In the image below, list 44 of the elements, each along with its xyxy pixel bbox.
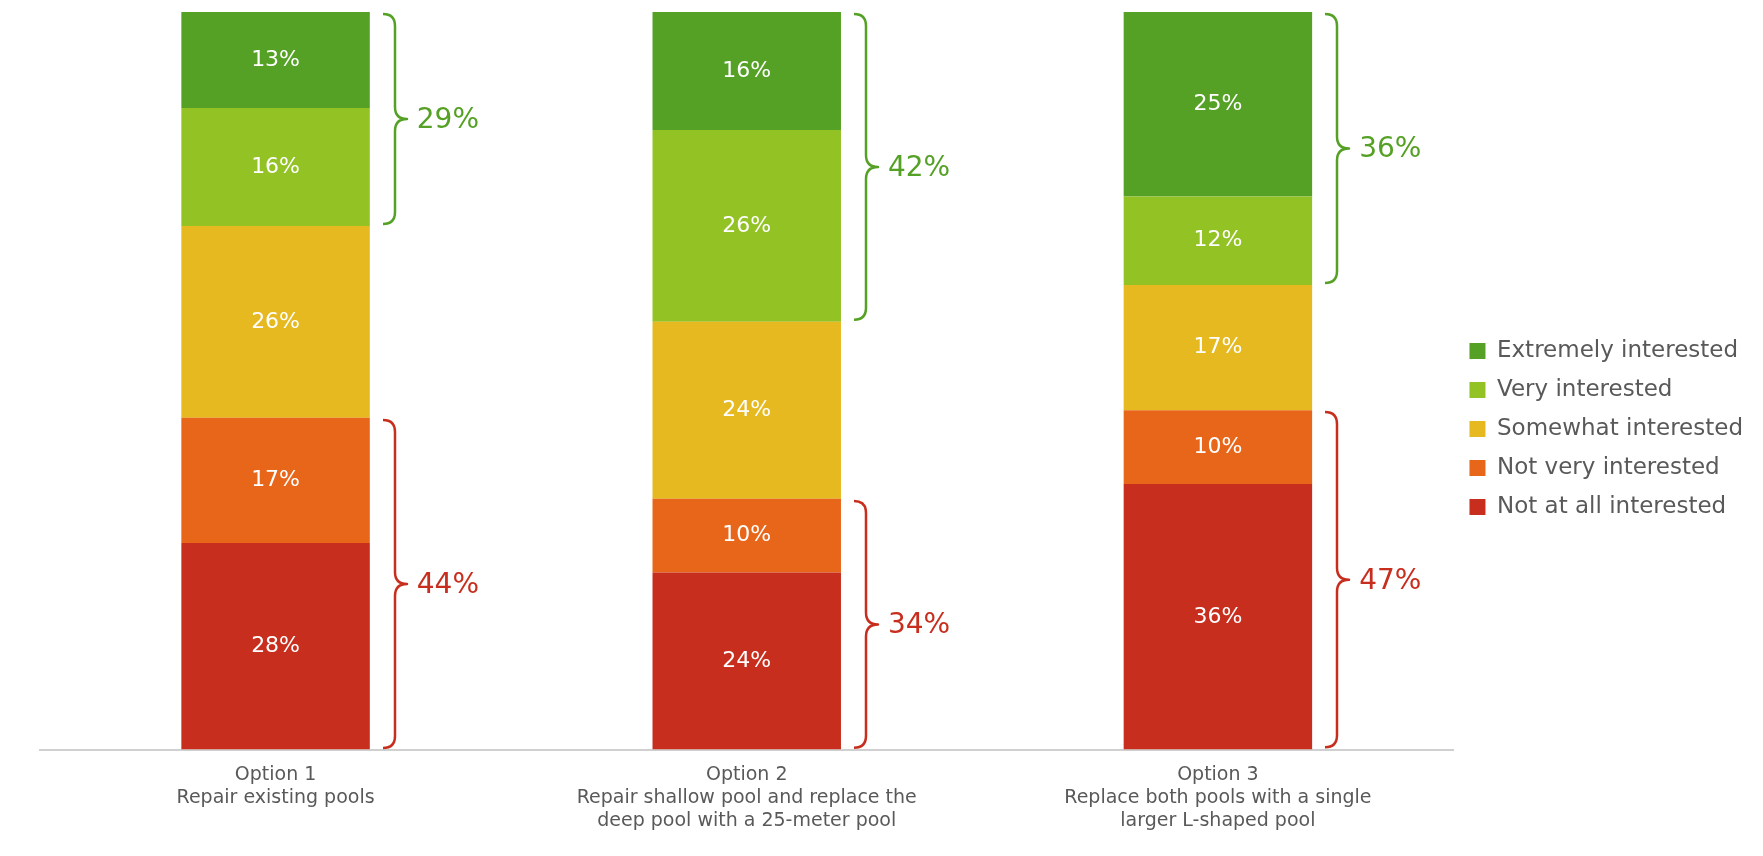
annotation: 44% xyxy=(416,565,480,602)
annotation: 42% xyxy=(887,148,951,185)
bar xyxy=(652,498,841,573)
data-label: 36% xyxy=(1193,602,1243,628)
bar xyxy=(181,543,370,750)
bar xyxy=(1123,12,1313,197)
x-tick-label: Option 3 Replace both pools with a single larger L-shaped pool xyxy=(1064,761,1372,830)
annotation: 29% xyxy=(416,100,480,137)
x-tick-label: Option 1 Repair existing pools xyxy=(176,761,375,807)
data-label: 10% xyxy=(1193,432,1243,458)
data-label: 17% xyxy=(1193,333,1243,359)
legend-label: Somewhat interested xyxy=(1496,413,1744,440)
data-label: 13% xyxy=(251,45,301,71)
bar xyxy=(181,12,370,108)
legend-label: Not very interested xyxy=(1496,452,1720,479)
data-label: 16% xyxy=(722,56,772,82)
data-label: 26% xyxy=(722,211,772,237)
data-label: 17% xyxy=(251,466,301,492)
legend-label: Extremely interested xyxy=(1496,335,1739,362)
bar xyxy=(652,572,841,750)
data-label: 12% xyxy=(1193,226,1243,252)
annotation: 36% xyxy=(1359,130,1422,167)
x-tick-label: Option 2 Repair shallow pool and replace the deep pool with a 25-meter pool xyxy=(576,761,917,830)
data-label: 25% xyxy=(1193,89,1243,115)
bar xyxy=(1123,410,1313,485)
legend-label: Very interested xyxy=(1496,374,1673,401)
bar xyxy=(1123,284,1313,411)
data-label: 26% xyxy=(251,307,301,333)
bar xyxy=(652,12,841,131)
bar xyxy=(652,321,841,499)
annotation: 34% xyxy=(887,606,951,643)
bar xyxy=(181,107,370,226)
data-label: 24% xyxy=(722,646,772,672)
data-label: 24% xyxy=(722,396,772,422)
data-label: 16% xyxy=(251,152,301,178)
bar xyxy=(652,130,841,322)
annotation: 47% xyxy=(1359,561,1422,598)
legend-label: Not at all interested xyxy=(1496,491,1727,518)
data-label: 28% xyxy=(251,632,301,658)
bar xyxy=(1123,196,1313,285)
bar xyxy=(181,417,370,544)
data-label: 10% xyxy=(722,521,772,547)
bar xyxy=(181,225,370,418)
bar xyxy=(1123,484,1313,750)
